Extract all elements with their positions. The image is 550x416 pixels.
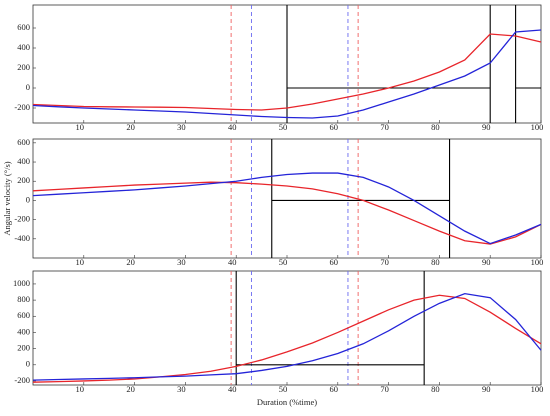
y-tick-label: 600 xyxy=(17,137,30,147)
y-tick-label: 600 xyxy=(17,22,30,32)
x-tick-label: 20 xyxy=(126,122,135,132)
y-tick-label: 0 xyxy=(26,359,30,369)
y-tick-label: -200 xyxy=(14,214,30,224)
y-tick-label: 800 xyxy=(17,294,30,304)
y-tick-label: 0 xyxy=(26,82,30,92)
series-line xyxy=(32,29,542,119)
x-tick-label: 70 xyxy=(380,257,389,267)
x-tick-label: 30 xyxy=(177,122,186,132)
x-tick-label: 60 xyxy=(330,384,339,394)
x-tick-label: 40 xyxy=(228,122,237,132)
x-tick-label: 30 xyxy=(177,384,186,394)
x-tick-label: 60 xyxy=(330,122,339,132)
x-tick-label: 10 xyxy=(76,257,85,267)
x-tick-label: 90 xyxy=(482,384,491,394)
series-line xyxy=(32,172,542,245)
x-tick-label: 50 xyxy=(279,384,288,394)
x-tick-label: 40 xyxy=(228,384,237,394)
y-tick-label: -400 xyxy=(14,233,30,243)
y-axis-label: Angular velocity (°/s) xyxy=(2,161,12,235)
y-tick-label: 200 xyxy=(17,175,30,185)
x-tick-label: 80 xyxy=(431,257,440,267)
x-tick-label: 90 xyxy=(482,122,491,132)
x-tick-label: 30 xyxy=(177,257,186,267)
y-tick-label: 1000 xyxy=(13,278,30,288)
x-tick-label: 20 xyxy=(126,384,135,394)
x-tick-label: 100 xyxy=(531,384,544,394)
series-line xyxy=(32,181,542,245)
x-axis-label: Duration (%time) xyxy=(257,397,317,407)
series-line xyxy=(32,294,542,383)
plot-frame xyxy=(32,270,542,386)
x-tick-label: 100 xyxy=(531,122,544,132)
x-tick-label: 40 xyxy=(228,257,237,267)
y-tick-label: -200 xyxy=(14,375,30,385)
y-tick-label: 200 xyxy=(17,62,30,72)
x-tick-label: 80 xyxy=(431,122,440,132)
y-tick-label: 400 xyxy=(17,326,30,336)
x-tick-label: 50 xyxy=(279,257,288,267)
x-tick-label: 60 xyxy=(330,257,339,267)
y-tick-label: -200 xyxy=(14,102,30,112)
x-tick-label: 10 xyxy=(76,384,85,394)
series-line xyxy=(32,33,542,111)
x-tick-label: 90 xyxy=(482,257,491,267)
y-tick-label: 200 xyxy=(17,343,30,353)
y-tick-label: 600 xyxy=(17,310,30,320)
x-tick-label: 100 xyxy=(531,257,544,267)
x-tick-label: 50 xyxy=(279,122,288,132)
x-tick-label: 20 xyxy=(126,257,135,267)
x-tick-label: 80 xyxy=(431,384,440,394)
x-tick-label: 70 xyxy=(380,122,389,132)
series-line xyxy=(32,292,542,381)
x-tick-label: 70 xyxy=(380,384,389,394)
y-tick-label: 400 xyxy=(17,42,30,52)
x-tick-label: 10 xyxy=(76,122,85,132)
y-tick-label: 0 xyxy=(26,194,30,204)
y-tick-label: 400 xyxy=(17,156,30,166)
